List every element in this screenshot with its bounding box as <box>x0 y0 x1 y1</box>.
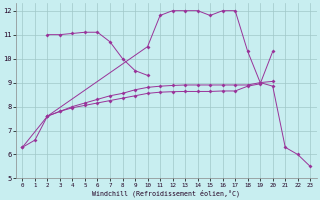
X-axis label: Windchill (Refroidissement éolien,°C): Windchill (Refroidissement éolien,°C) <box>92 189 240 197</box>
